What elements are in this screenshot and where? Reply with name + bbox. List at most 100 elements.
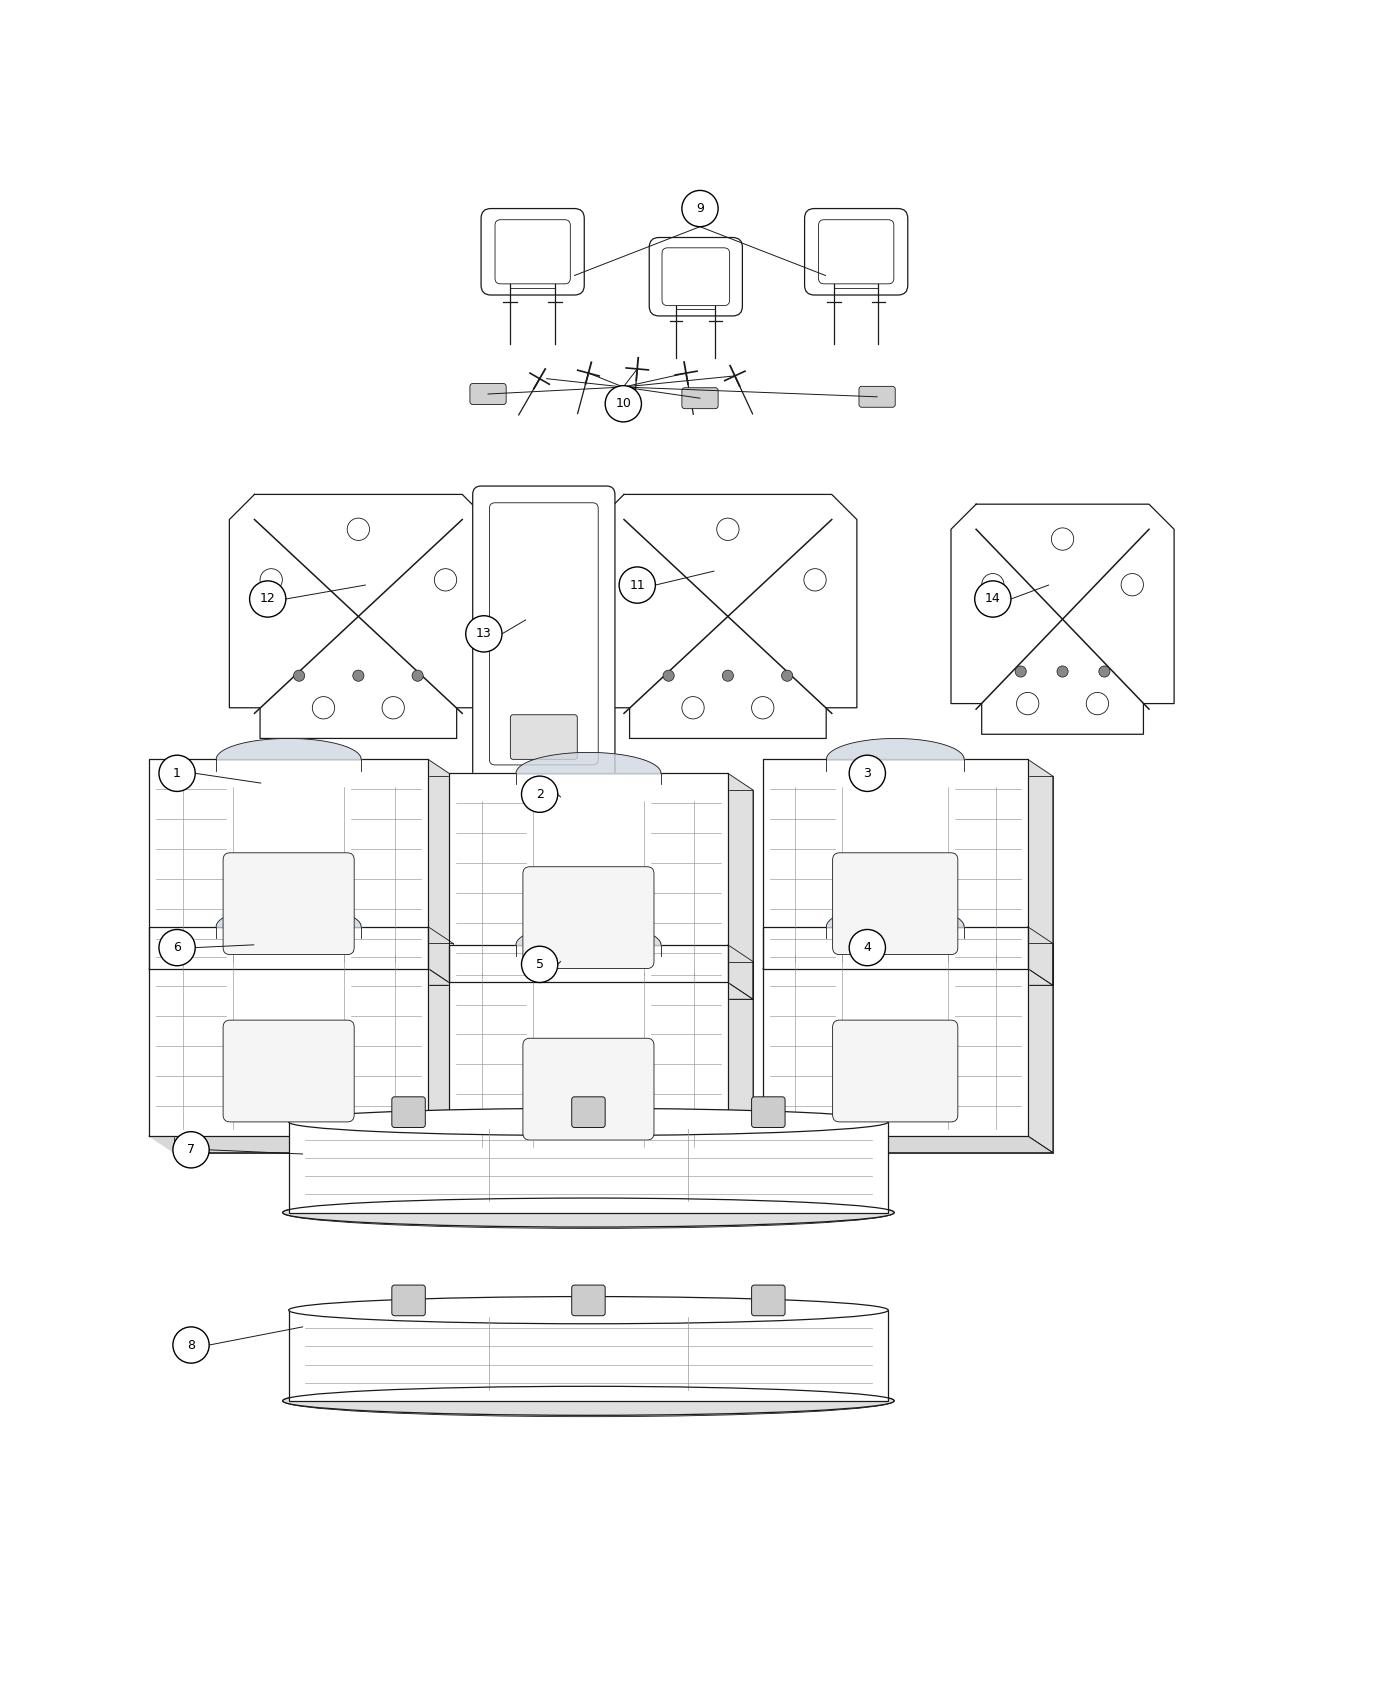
FancyBboxPatch shape bbox=[524, 1039, 654, 1141]
Circle shape bbox=[974, 581, 1011, 617]
Text: 9: 9 bbox=[696, 202, 704, 216]
Polygon shape bbox=[449, 983, 753, 1000]
Polygon shape bbox=[449, 945, 728, 1154]
Circle shape bbox=[312, 697, 335, 719]
Ellipse shape bbox=[283, 1197, 895, 1229]
Text: 8: 8 bbox=[188, 1338, 195, 1352]
Circle shape bbox=[1086, 692, 1109, 714]
Circle shape bbox=[412, 670, 423, 682]
Circle shape bbox=[174, 1328, 209, 1363]
Circle shape bbox=[347, 518, 370, 541]
Polygon shape bbox=[788, 944, 1053, 1153]
Circle shape bbox=[1057, 666, 1068, 677]
Circle shape bbox=[522, 777, 557, 813]
Polygon shape bbox=[150, 760, 428, 969]
Text: 11: 11 bbox=[630, 578, 645, 592]
Polygon shape bbox=[788, 777, 1053, 986]
FancyBboxPatch shape bbox=[819, 219, 893, 284]
Polygon shape bbox=[763, 760, 1028, 969]
FancyBboxPatch shape bbox=[571, 1285, 605, 1316]
Polygon shape bbox=[449, 1154, 753, 1171]
Polygon shape bbox=[174, 944, 454, 1153]
Circle shape bbox=[1121, 573, 1144, 597]
Circle shape bbox=[522, 947, 557, 983]
Circle shape bbox=[850, 755, 885, 792]
Polygon shape bbox=[449, 774, 728, 983]
FancyBboxPatch shape bbox=[496, 219, 570, 284]
FancyBboxPatch shape bbox=[752, 1285, 785, 1316]
FancyBboxPatch shape bbox=[392, 1096, 426, 1127]
FancyBboxPatch shape bbox=[524, 867, 654, 969]
Circle shape bbox=[160, 755, 195, 792]
Text: 2: 2 bbox=[536, 787, 543, 801]
Ellipse shape bbox=[288, 1108, 888, 1136]
Polygon shape bbox=[475, 962, 753, 1171]
FancyBboxPatch shape bbox=[833, 853, 958, 955]
FancyBboxPatch shape bbox=[473, 486, 615, 782]
FancyBboxPatch shape bbox=[833, 1020, 958, 1122]
Text: 3: 3 bbox=[864, 767, 871, 780]
FancyBboxPatch shape bbox=[470, 384, 507, 405]
FancyBboxPatch shape bbox=[223, 1020, 354, 1122]
Polygon shape bbox=[150, 969, 454, 986]
Polygon shape bbox=[428, 927, 454, 1153]
FancyBboxPatch shape bbox=[482, 209, 584, 296]
Circle shape bbox=[382, 697, 405, 719]
Polygon shape bbox=[150, 927, 428, 1136]
Circle shape bbox=[682, 190, 718, 226]
Polygon shape bbox=[951, 505, 1175, 734]
FancyBboxPatch shape bbox=[490, 503, 598, 765]
Circle shape bbox=[1051, 529, 1074, 551]
Polygon shape bbox=[728, 774, 753, 1000]
Circle shape bbox=[353, 670, 364, 682]
Circle shape bbox=[260, 570, 283, 592]
FancyBboxPatch shape bbox=[682, 388, 718, 408]
Circle shape bbox=[174, 1132, 209, 1168]
FancyBboxPatch shape bbox=[752, 1096, 785, 1127]
FancyBboxPatch shape bbox=[511, 714, 577, 760]
Polygon shape bbox=[1028, 760, 1053, 986]
Polygon shape bbox=[728, 945, 753, 1171]
Circle shape bbox=[781, 670, 792, 682]
FancyBboxPatch shape bbox=[662, 248, 729, 306]
Polygon shape bbox=[599, 495, 857, 738]
Polygon shape bbox=[428, 760, 454, 986]
Text: 12: 12 bbox=[260, 593, 276, 605]
Circle shape bbox=[294, 670, 305, 682]
Circle shape bbox=[434, 570, 456, 592]
Polygon shape bbox=[763, 969, 1053, 986]
Circle shape bbox=[850, 930, 885, 966]
Text: 7: 7 bbox=[188, 1144, 195, 1156]
Polygon shape bbox=[150, 1136, 454, 1153]
Circle shape bbox=[1099, 666, 1110, 677]
Polygon shape bbox=[174, 777, 454, 986]
Polygon shape bbox=[288, 1311, 888, 1401]
Text: 5: 5 bbox=[536, 957, 543, 971]
FancyBboxPatch shape bbox=[223, 853, 354, 955]
Text: 6: 6 bbox=[174, 942, 181, 954]
FancyBboxPatch shape bbox=[650, 238, 742, 316]
Polygon shape bbox=[288, 1122, 888, 1212]
Circle shape bbox=[752, 697, 774, 719]
Circle shape bbox=[160, 930, 195, 966]
FancyBboxPatch shape bbox=[571, 1096, 605, 1127]
Circle shape bbox=[619, 566, 655, 604]
Circle shape bbox=[722, 670, 734, 682]
Text: 14: 14 bbox=[986, 593, 1001, 605]
Circle shape bbox=[466, 615, 503, 653]
Circle shape bbox=[981, 573, 1004, 597]
Circle shape bbox=[630, 570, 652, 592]
FancyBboxPatch shape bbox=[805, 209, 907, 296]
Polygon shape bbox=[475, 790, 753, 1000]
Ellipse shape bbox=[283, 1386, 895, 1416]
Polygon shape bbox=[1028, 927, 1053, 1153]
Circle shape bbox=[605, 386, 641, 422]
Circle shape bbox=[249, 581, 286, 617]
FancyBboxPatch shape bbox=[392, 1285, 426, 1316]
Text: 10: 10 bbox=[616, 398, 631, 410]
Circle shape bbox=[682, 697, 704, 719]
Ellipse shape bbox=[288, 1297, 888, 1324]
Circle shape bbox=[664, 670, 675, 682]
Circle shape bbox=[1016, 692, 1039, 714]
Text: 4: 4 bbox=[864, 942, 871, 954]
